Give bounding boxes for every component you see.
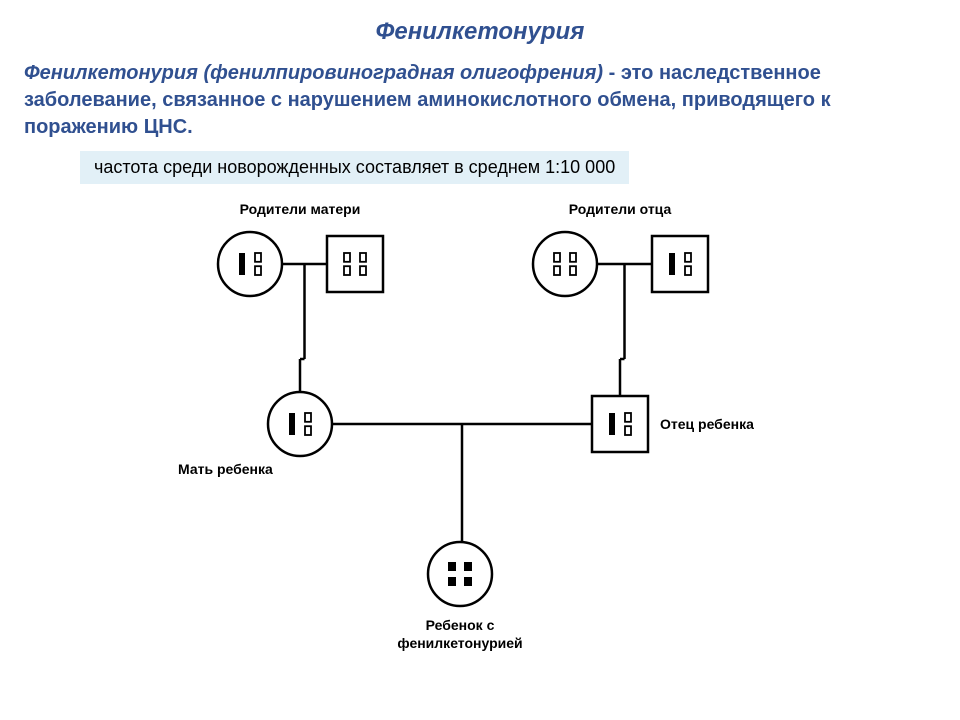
svg-text:Ребенок с: Ребенок с	[426, 617, 495, 633]
frequency-row: частота среди новорожденных составляет в…	[0, 151, 960, 184]
svg-text:фенилкетонурией: фенилкетонурией	[397, 635, 522, 651]
pedigree-diagram: Родители матери Родители отца Мать ребенка…	[0, 184, 960, 664]
intro-paragraph: Фенилкетонурия (фенилпировиноградная оли…	[0, 46, 960, 151]
svg-text:Отец ребенка: Отец ребенка	[660, 416, 754, 432]
intro-emph: Фенилкетонурия (фенилпировиноградная оли…	[24, 62, 603, 84]
frequency-box: частота среди новорожденных составляет в…	[80, 151, 629, 184]
svg-text:Родители отца: Родители отца	[569, 201, 672, 217]
svg-text:Родители матери: Родители матери	[240, 201, 361, 217]
pedigree-svg: Родители матери Родители отца Мать ребенка…	[0, 184, 960, 664]
svg-text:Мать ребенка: Мать ребенка	[178, 461, 273, 477]
page-title: Фенилкетонурия	[0, 0, 960, 46]
